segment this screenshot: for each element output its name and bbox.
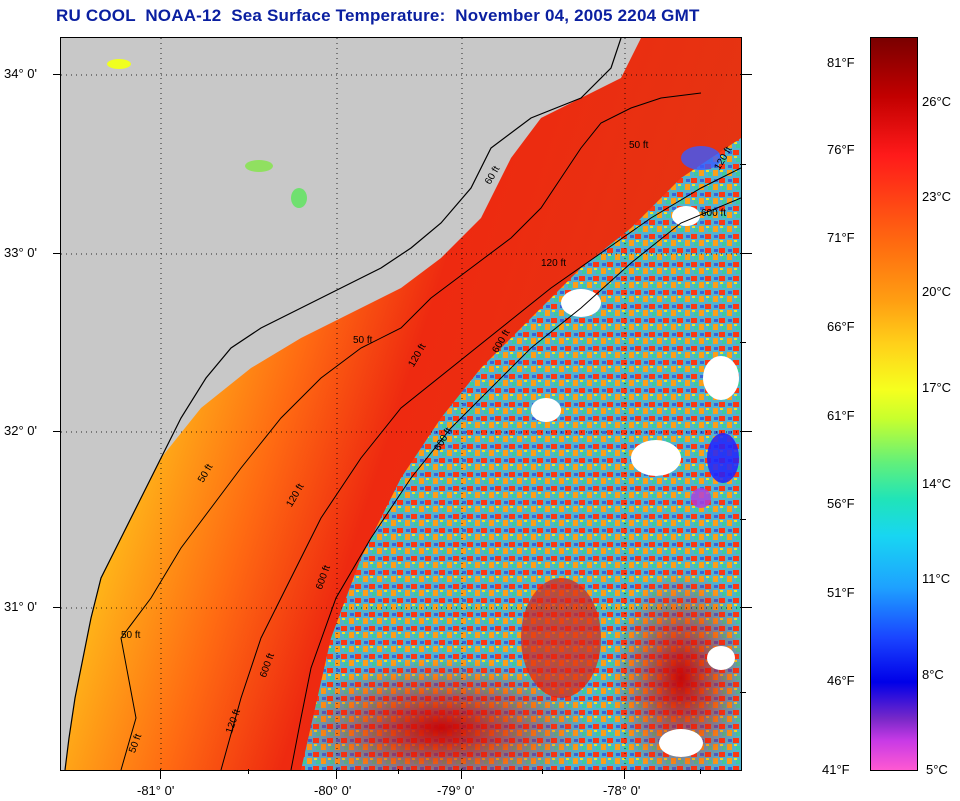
colorbar-f-label: 76°F [827,142,855,157]
cloud-patch [672,206,700,226]
axis-tick [398,769,399,774]
latitude-label: 33° 0' [4,245,37,260]
colorbar-f-label: 41°F [822,762,850,777]
axis-tick [53,74,60,75]
colorbar-c-label: 14°C [922,476,952,491]
cloud-patch [561,289,601,317]
cold-patch [707,433,739,483]
inland-lake [291,188,307,208]
contour-label: 120 ft [541,258,567,269]
page-title: RU COOL NOAA-12 Sea Surface Temperature:… [56,6,700,25]
axis-tick [624,769,625,779]
axis-tick [700,769,701,774]
cloud-patch [659,729,703,757]
colorbar-f-label: 81°F [827,55,855,70]
axis-tick [740,253,752,254]
colorbar-c-label: 8°C [922,667,944,682]
axis-tick [336,769,337,779]
axis-tick [542,769,543,774]
warm-eddy [291,658,591,770]
cloud-patch [631,440,681,476]
axis-tick [740,692,746,693]
colorbar-c-label: 20°C [922,284,952,299]
inland-lake [107,59,131,69]
axis-tick [53,431,60,432]
land-region [61,38,621,770]
axis-tick [461,769,462,779]
colorbar-f-label: 46°F [827,673,855,688]
sst-map-svg [61,38,741,770]
contour-120ft [220,167,741,770]
longitude-label: -78° 0' [603,783,641,798]
cloud-patch [703,356,739,400]
axis-tick [53,607,60,608]
latitude-label: 32° 0' [4,423,37,438]
contour-label: 50 ft [629,140,649,151]
cold-patch [691,488,711,508]
axis-tick [53,253,60,254]
axis-tick [740,342,746,343]
cloud-patch [531,398,561,422]
axis-tick [740,74,752,75]
colorbar-f-label: 71°F [827,230,855,245]
graticule [61,38,741,770]
colorbar-f-label: 56°F [827,496,855,511]
colorbar-c-label: 23°C [922,189,952,204]
contour-label: 50 ft [121,630,141,641]
cold-patch [681,146,721,170]
cloud-patch [707,646,735,670]
inland-lake [245,160,273,172]
contour-label: 50 ft [353,335,373,346]
colorbar-c-label: 11°C [922,571,951,586]
temperature-colorbar [870,37,918,771]
axis-tick [160,769,161,779]
axis-tick [740,431,752,432]
axis-tick [740,519,746,520]
longitude-label: -81° 0' [137,783,175,798]
colorbar-c-label: 17°C [922,380,952,395]
axis-tick [740,164,746,165]
latitude-label: 31° 0' [4,599,37,614]
warm-eddy [611,568,741,770]
warm-eddy [521,578,601,698]
contour-50ft [120,92,702,770]
longitude-label: -79° 0' [437,783,475,798]
colorbar-f-label: 66°F [827,319,855,334]
colorbar-f-label: 61°F [827,408,855,423]
colorbar-f-label: 51°F [827,585,855,600]
colorbar-c-label: 26°C [922,94,952,109]
sst-map[interactable]: 50 ft 60 ft 120 ft 600 ft 50 ft 120 ft 6… [60,37,742,771]
colorbar-c-label: 5°C [926,762,948,777]
axis-tick [248,769,249,774]
axis-tick [740,607,752,608]
contour-label: 600 ft [701,208,727,219]
contour-600ft [290,197,741,770]
longitude-label: -80° 0' [314,783,352,798]
coastline [64,38,622,770]
latitude-label: 34° 0' [4,66,37,81]
